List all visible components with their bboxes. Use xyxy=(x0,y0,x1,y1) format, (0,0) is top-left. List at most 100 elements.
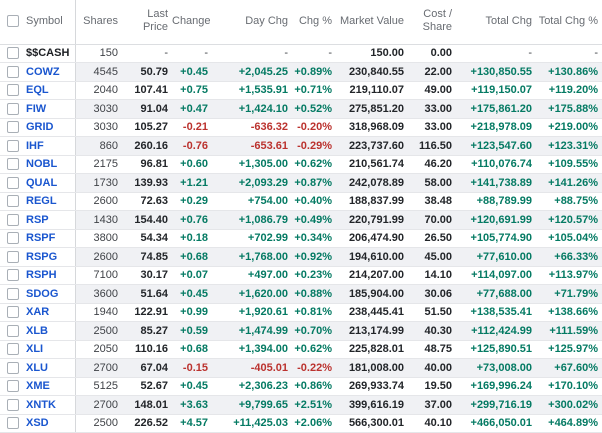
change-cell: +0.59 xyxy=(172,321,212,341)
row-checkbox[interactable] xyxy=(7,158,19,171)
symbol-link[interactable]: RSPG xyxy=(26,250,58,263)
row-checkbox[interactable] xyxy=(7,47,19,60)
total-chg-pct-cell: +175.88% xyxy=(536,99,602,119)
row-checkbox[interactable] xyxy=(7,269,19,282)
table-row: FIW 3030 91.04 +0.47 +1,424.10 +0.52% 27… xyxy=(0,99,602,119)
symbol-cell: FIW xyxy=(24,99,76,119)
shares-cell: 2040 xyxy=(75,81,122,100)
total-chg-pct-cell: +113.97% xyxy=(536,266,602,285)
total-chg-cell: +299,716.19 xyxy=(456,395,536,415)
last-price-cell: 30.17 xyxy=(122,266,172,285)
symbol-link[interactable]: FIW xyxy=(26,102,47,115)
total-chg-pct-cell: +120.57% xyxy=(536,210,602,230)
day-chg-cell: -636.32 xyxy=(212,118,292,137)
last-price-cell: 154.40 xyxy=(122,210,172,230)
select-all-checkbox[interactable] xyxy=(7,14,19,27)
day-chg-cell: - xyxy=(212,44,292,63)
row-checkbox[interactable] xyxy=(7,361,19,374)
table-row: XAR 1940 122.91 +0.99 +1,920.61 +0.81% 2… xyxy=(0,303,602,322)
change-cell: -0.76 xyxy=(172,136,212,156)
total-chg-cell: +169,996.24 xyxy=(456,377,536,396)
symbol-link[interactable]: RSPH xyxy=(26,269,57,282)
table-row: IHF 860 260.16 -0.76 -653.61 -0.29% 223,… xyxy=(0,136,602,156)
symbol-link[interactable]: XNTK xyxy=(26,398,56,411)
total-chg-cell: +77,610.00 xyxy=(456,247,536,267)
column-header-shares[interactable]: Shares xyxy=(75,0,122,45)
symbol-link[interactable]: IHF xyxy=(26,139,44,152)
column-header-cost-share[interactable]: Cost / Share xyxy=(408,0,456,45)
symbol-link[interactable]: NOBL xyxy=(26,158,58,171)
row-checkbox[interactable] xyxy=(7,176,19,189)
cost-share-cell: 45.00 xyxy=(408,247,456,267)
day-chg-cell: +1,394.00 xyxy=(212,340,292,359)
row-checkbox-cell xyxy=(0,395,24,415)
symbol-link[interactable]: REGL xyxy=(26,195,57,208)
total-chg-pct-cell: +67.60% xyxy=(536,358,602,378)
market-value-cell: 220,791.99 xyxy=(336,210,408,230)
row-checkbox[interactable] xyxy=(7,417,19,430)
column-header-total-chg-pct[interactable]: Total Chg % xyxy=(536,0,602,45)
symbol-link[interactable]: XSD xyxy=(26,417,49,430)
column-header-last-price-line2: Price xyxy=(142,20,168,33)
last-price-cell: 51.64 xyxy=(122,284,172,304)
row-checkbox[interactable] xyxy=(7,287,19,300)
row-checkbox[interactable] xyxy=(7,139,19,152)
total-chg-cell: +218,978.09 xyxy=(456,118,536,137)
column-header-change[interactable]: Change xyxy=(172,0,212,45)
symbol-link[interactable]: EQL xyxy=(26,84,49,97)
shares-cell: 150 xyxy=(75,44,122,63)
symbol-link[interactable]: XLI xyxy=(26,343,44,356)
total-chg-pct-cell: +109.55% xyxy=(536,155,602,174)
row-checkbox[interactable] xyxy=(7,398,19,411)
market-value-cell: 399,616.19 xyxy=(336,395,408,415)
chg-pct-cell: -0.22% xyxy=(292,358,336,378)
row-checkbox[interactable] xyxy=(7,232,19,245)
symbol-link[interactable]: GRID xyxy=(26,121,54,134)
row-checkbox[interactable] xyxy=(7,65,19,78)
row-checkbox[interactable] xyxy=(7,380,19,393)
total-chg-pct-cell: +88.75% xyxy=(536,192,602,211)
symbol-link[interactable]: XME xyxy=(26,380,50,393)
day-chg-cell: +1,920.61 xyxy=(212,303,292,322)
row-checkbox[interactable] xyxy=(7,250,19,263)
table-row: XNTK 2700 148.01 +3.63 +9,799.65 +2.51% … xyxy=(0,395,602,415)
row-checkbox[interactable] xyxy=(7,343,19,356)
total-chg-cell: +120,691.99 xyxy=(456,210,536,230)
row-checkbox[interactable] xyxy=(7,195,19,208)
row-checkbox-cell xyxy=(0,81,24,100)
column-header-last-price[interactable]: Last Price xyxy=(122,0,172,45)
total-chg-pct-cell: - xyxy=(536,44,602,63)
row-checkbox[interactable] xyxy=(7,213,19,226)
table-row: QUAL 1730 139.93 +1.21 +2,093.29 +0.87% … xyxy=(0,173,602,193)
column-header-day-chg[interactable]: Day Chg xyxy=(212,0,292,45)
change-cell: +0.68 xyxy=(172,340,212,359)
table-row: XSD 2500 226.52 +4.57 +11,425.03 +2.06% … xyxy=(0,414,602,433)
symbol-link[interactable]: SDOG xyxy=(26,287,59,300)
column-header-market-value[interactable]: Market Value xyxy=(336,0,408,45)
symbol-link[interactable]: RSP xyxy=(26,213,49,226)
column-header-chg-pct[interactable]: Chg % xyxy=(292,0,336,45)
symbol-link[interactable]: RSPF xyxy=(26,232,56,245)
last-price-cell: 91.04 xyxy=(122,99,172,119)
symbol-link[interactable]: COWZ xyxy=(26,65,60,78)
column-header-symbol[interactable]: Symbol xyxy=(24,0,76,45)
row-checkbox[interactable] xyxy=(7,102,19,115)
row-checkbox[interactable] xyxy=(7,324,19,337)
row-checkbox[interactable] xyxy=(7,121,19,134)
symbol-link[interactable]: XAR xyxy=(26,306,50,319)
market-value-cell: 225,828.01 xyxy=(336,340,408,359)
symbol-cell: EQL xyxy=(24,81,76,100)
chg-pct-cell: +0.70% xyxy=(292,321,336,341)
symbol-link[interactable]: QUAL xyxy=(26,176,58,189)
symbol-link[interactable]: XLU xyxy=(26,361,48,374)
row-checkbox-cell xyxy=(0,229,24,248)
row-checkbox[interactable] xyxy=(7,306,19,319)
column-header-total-chg[interactable]: Total Chg xyxy=(456,0,536,45)
chg-pct-cell: +0.40% xyxy=(292,192,336,211)
market-value-cell: 206,474.90 xyxy=(336,229,408,248)
row-checkbox[interactable] xyxy=(7,84,19,97)
market-value-cell: 194,610.00 xyxy=(336,247,408,267)
row-checkbox-cell xyxy=(0,266,24,285)
symbol-link[interactable]: XLB xyxy=(26,324,48,337)
change-cell: +0.45 xyxy=(172,377,212,396)
